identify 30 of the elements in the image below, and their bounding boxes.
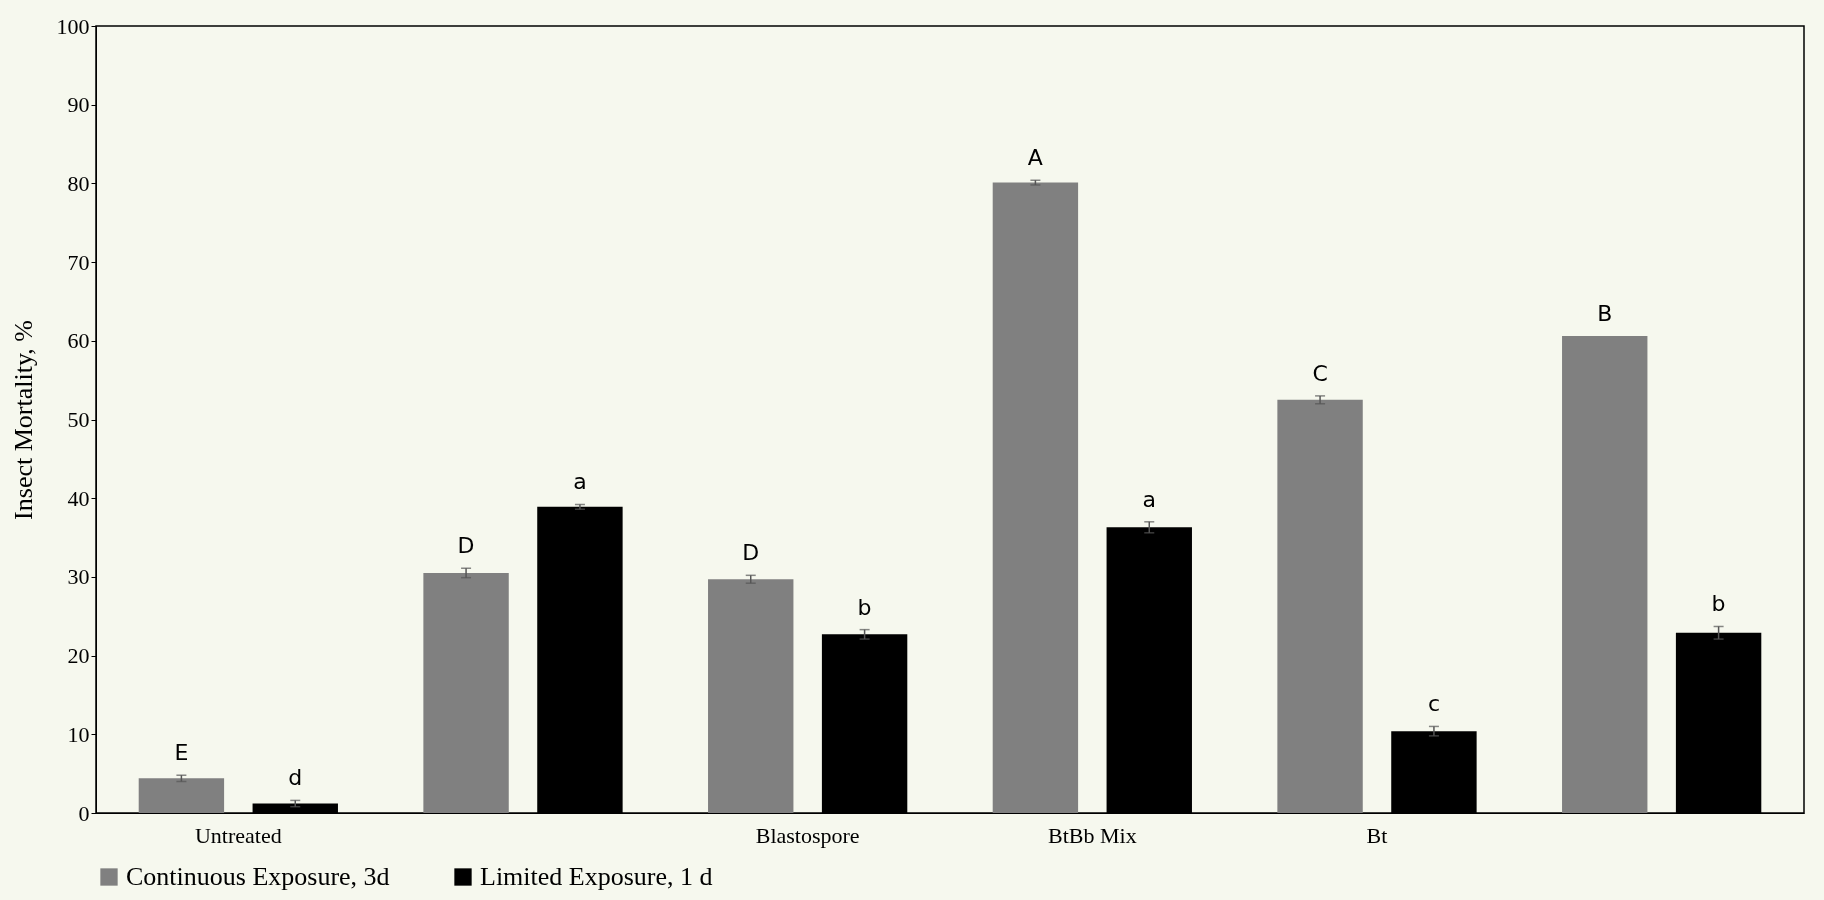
- y-tick-label: 50: [67, 407, 90, 432]
- y-axis-title: Insect Mortality, %: [8, 320, 38, 520]
- data-label: a: [1142, 486, 1157, 512]
- data-label: E: [174, 740, 189, 766]
- y-tick-label: 0: [78, 800, 90, 826]
- data-label: A: [1027, 145, 1043, 171]
- data-label: a: [573, 469, 587, 495]
- x-tick-label: BtBb Mix: [1048, 822, 1137, 848]
- x-tick-label: Blastospore: [755, 822, 860, 848]
- data-label: d: [288, 765, 303, 791]
- y-tick-label: 80: [67, 170, 90, 196]
- data-label: D: [457, 533, 475, 559]
- data-label: B: [1597, 301, 1613, 327]
- legend-label: Continuous Exposure, 3d: [126, 862, 390, 891]
- x-tick-label: Untreated: [194, 822, 282, 848]
- legend-label: Limited Exposure, 1 d: [480, 862, 713, 891]
- y-tick-label: 30: [67, 564, 90, 590]
- y-tick-label: 60: [67, 328, 90, 354]
- data-label: D: [742, 540, 760, 566]
- data-label: c: [1427, 691, 1440, 717]
- y-tick-label: 40: [67, 485, 90, 511]
- y-tick-label: 10: [67, 721, 90, 747]
- y-tick-label: 90: [67, 92, 90, 118]
- x-tick-label: Bt: [1366, 822, 1388, 848]
- y-tick-label: 70: [67, 249, 90, 275]
- data-label: b: [1711, 591, 1726, 617]
- data-label: C: [1312, 360, 1328, 386]
- y-tick-label: 100: [56, 13, 90, 39]
- data-label: b: [857, 594, 872, 620]
- y-tick-label: 20: [67, 643, 90, 669]
